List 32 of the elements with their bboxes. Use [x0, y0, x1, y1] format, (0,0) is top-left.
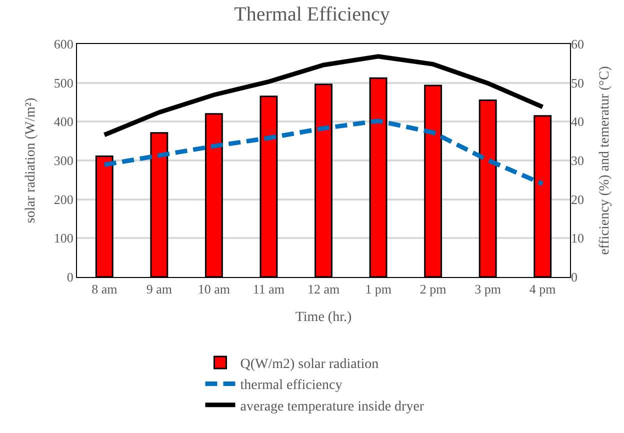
x-tick-label: 12 am	[307, 282, 340, 297]
x-tick-label: 3 pm	[474, 282, 502, 297]
x-tick-label: 4 pm	[529, 282, 556, 297]
y-tick-label: 300	[54, 153, 74, 168]
y2-tick-label: 50	[571, 75, 584, 90]
y2-tick-label: 60	[571, 36, 584, 52]
legend-label: average temperature inside dryer	[240, 399, 424, 414]
y-tick-label: 0	[66, 270, 74, 285]
y-axis-title: solar radiation (W/m²)	[24, 97, 38, 224]
y2-tick-label: 40	[571, 114, 584, 130]
legend-label: thermal efficiency	[240, 378, 342, 394]
chart-title: Thermal Efficiency	[234, 3, 390, 26]
y2-axis-title: efficiency (%) and temeratur (°C)	[597, 66, 612, 255]
x-axis-title: Time (hr.)	[295, 310, 352, 325]
y-tick-label: 400	[54, 114, 74, 130]
x-tick-label: 9 am	[146, 282, 172, 297]
x-tick-label: 2 pm	[420, 282, 446, 297]
y2-tick-label: 0	[571, 270, 578, 285]
x-tick-label: 11 am	[252, 282, 285, 297]
y2-tick-label: 20	[571, 192, 584, 207]
y-tick-label: 200	[54, 192, 74, 207]
line-series	[102, 118, 545, 186]
x-tick-label: 1 pm	[365, 282, 392, 297]
y-tick-label: 500	[54, 75, 74, 90]
line-series	[102, 54, 545, 138]
y2-tick-label: 30	[571, 153, 584, 168]
legend-label: Q(W/m2) solar radiation	[240, 356, 379, 372]
y2-tick-label: 10	[571, 230, 584, 246]
x-tick-label: 10 am	[198, 282, 230, 297]
y-tick-label: 100	[54, 230, 74, 246]
y-tick-label: 600	[54, 36, 74, 52]
x-tick-label: 8 am	[92, 282, 118, 297]
